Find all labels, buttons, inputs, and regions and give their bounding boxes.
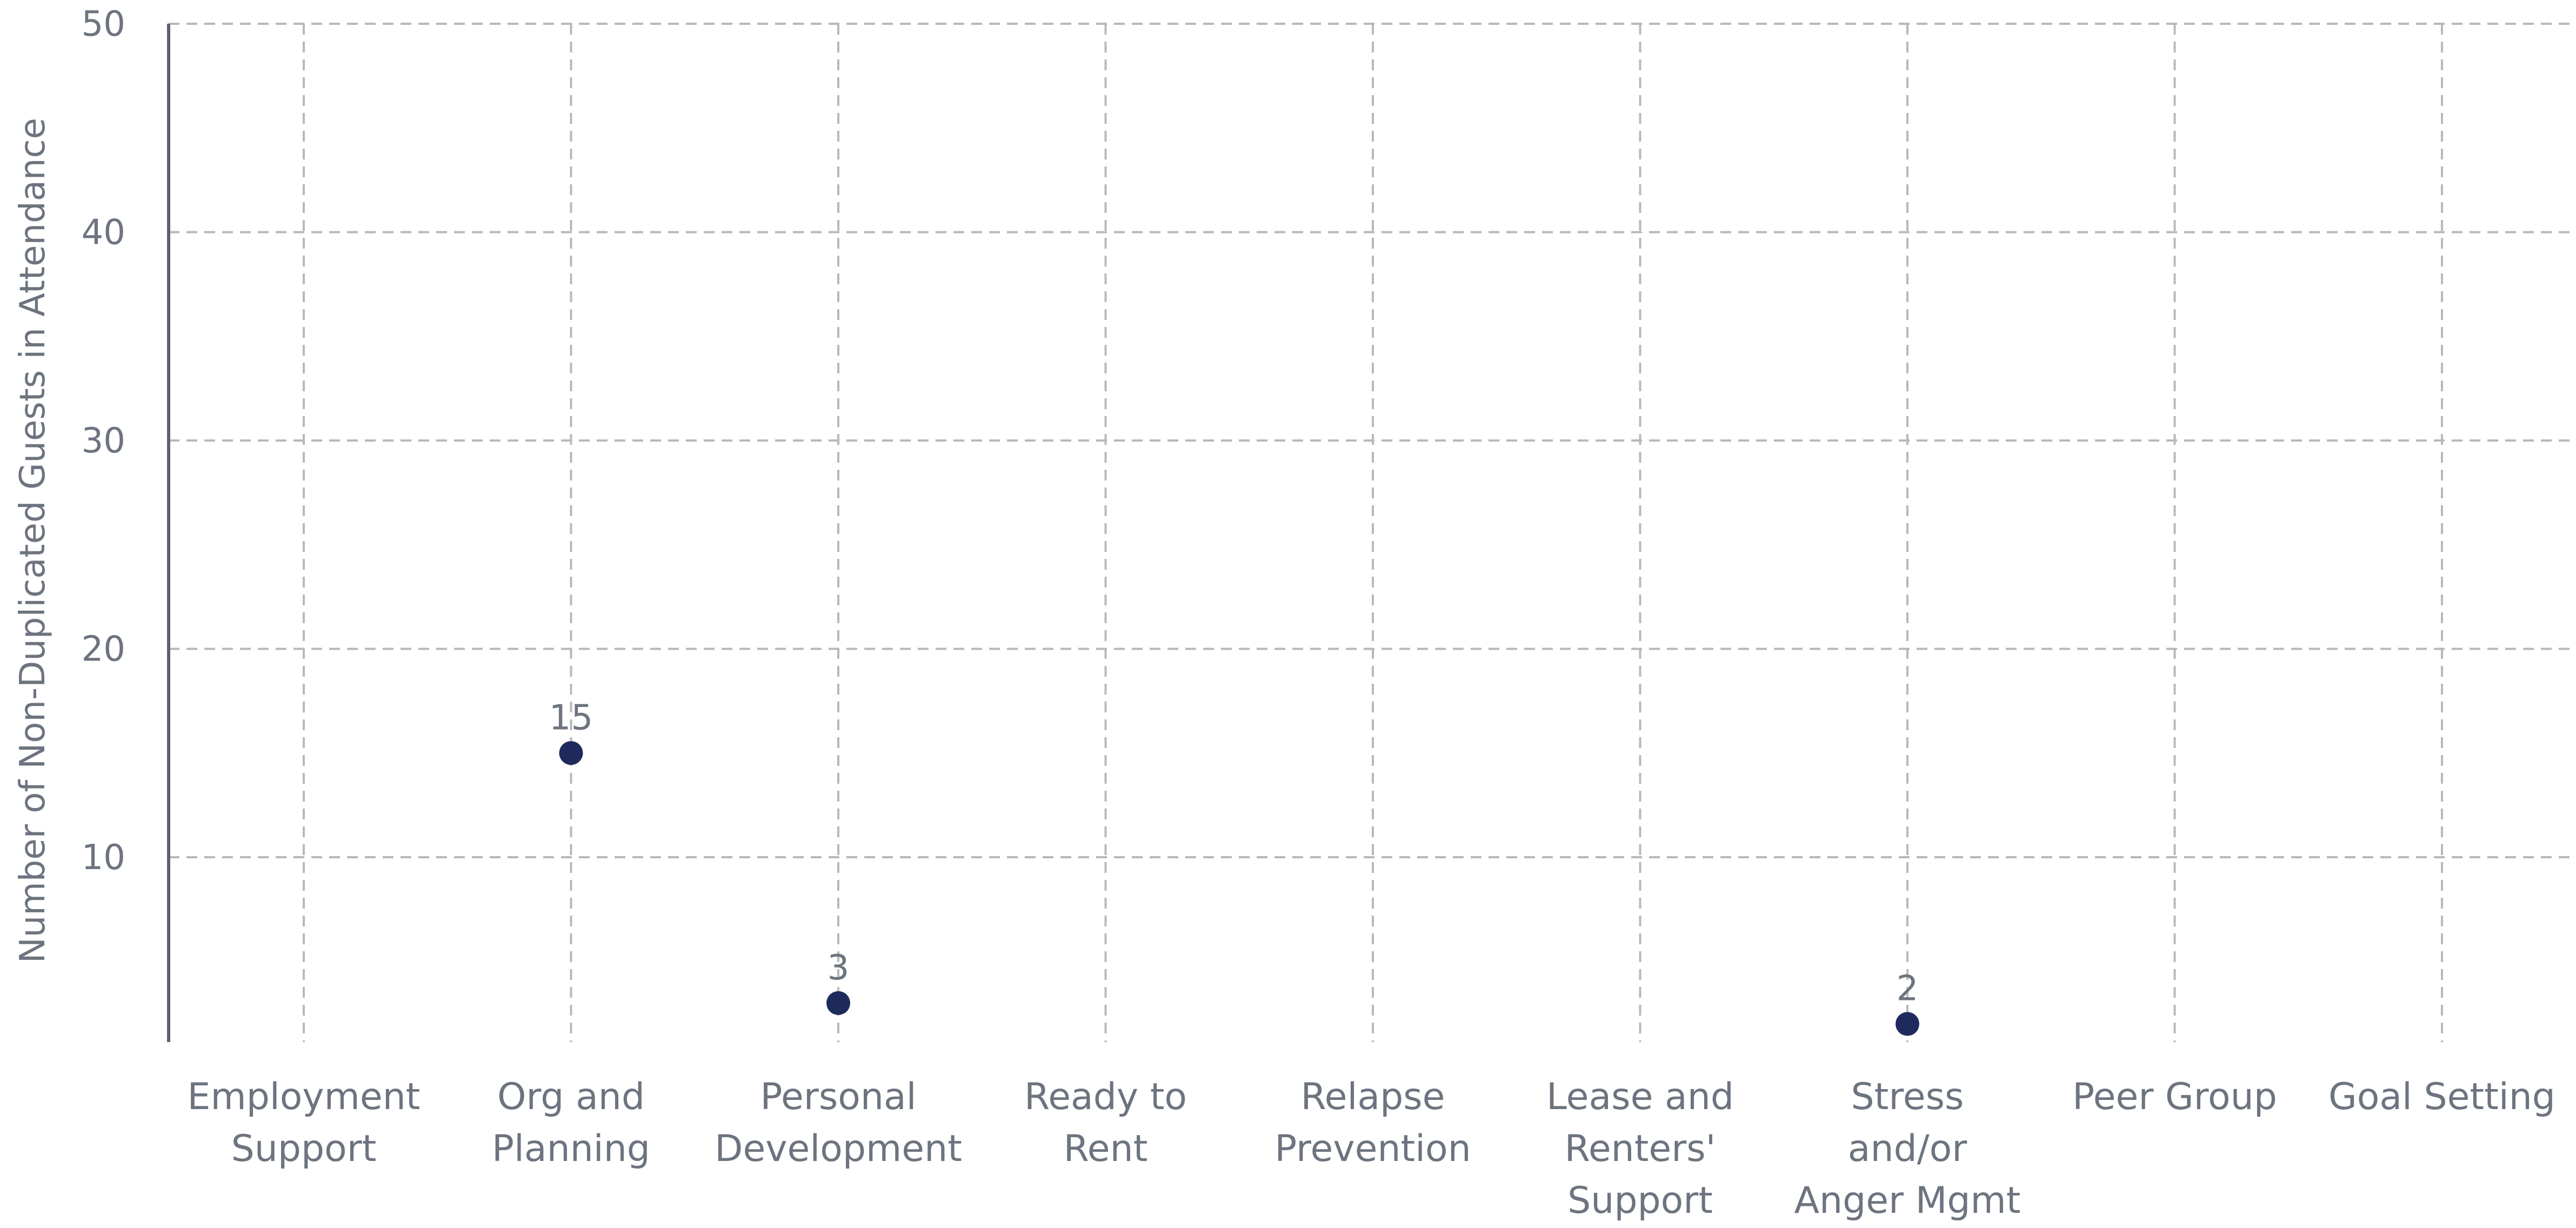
vertical-gridlines — [303, 24, 2443, 1042]
category-label: Goal Setting — [2328, 1076, 2555, 1118]
category-label: Employment Support — [188, 1076, 421, 1170]
category-label: Org and Planning — [492, 1076, 650, 1170]
category-label: Stress and/or Anger Mgmt — [1794, 1076, 2021, 1222]
data-point — [1896, 1012, 1919, 1036]
category-label: Peer Group — [2072, 1076, 2277, 1118]
category-label: Relapse Prevention — [1274, 1076, 1471, 1170]
y-tick-10: 10 — [82, 838, 125, 878]
data-label: 3 — [827, 948, 850, 988]
data-point — [559, 741, 583, 765]
category-label: Personal Development — [715, 1076, 962, 1170]
y-tick-30: 30 — [82, 421, 125, 461]
y-tick-labels: 10 20 30 40 50 — [82, 4, 125, 878]
y-axis-label: Number of Non-Duplicated Guests in Atten… — [13, 118, 53, 963]
y-tick-20: 20 — [82, 630, 125, 670]
y-tick-40: 40 — [82, 213, 125, 253]
category-labels: Employment Support Org and Planning Personal… — [188, 1076, 2555, 1222]
data-points — [559, 741, 1919, 1036]
category-label: Ready to Rent — [1024, 1076, 1187, 1170]
category-label: Lease and Renters' Support — [1546, 1076, 1734, 1222]
data-label: 2 — [1897, 969, 1919, 1009]
data-point — [826, 991, 850, 1015]
y-tick-50: 50 — [82, 4, 125, 44]
data-label: 15 — [549, 698, 593, 738]
